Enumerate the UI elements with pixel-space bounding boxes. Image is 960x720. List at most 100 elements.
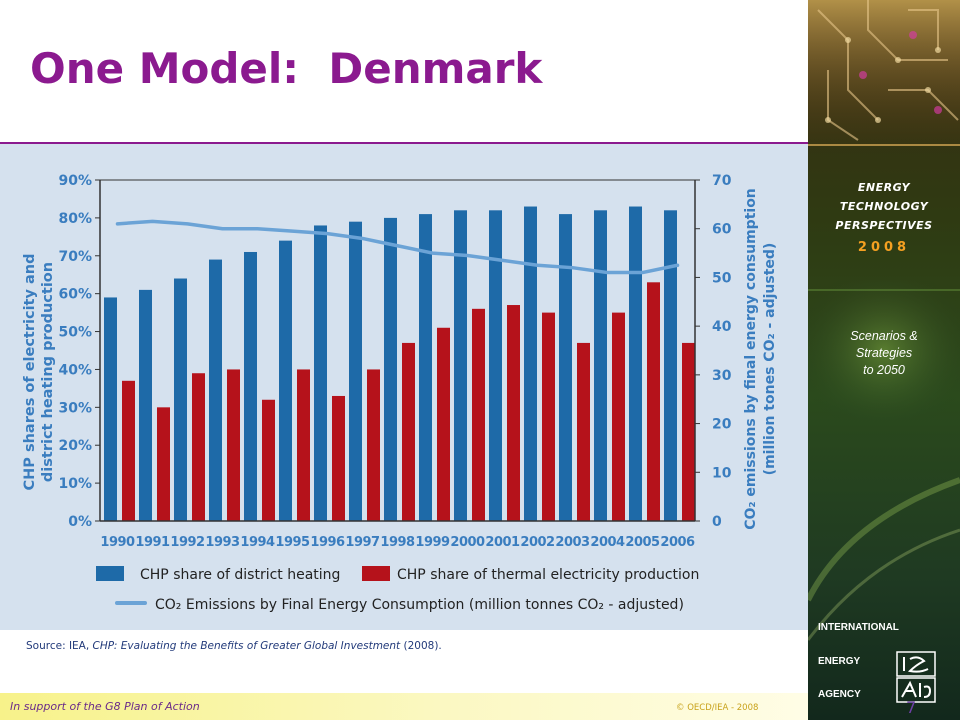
x-tick-1995: 1995	[275, 535, 310, 550]
bar-thermal-electricity-1999	[437, 327, 450, 521]
sidebar-line3: PERSPECTIVES	[835, 219, 933, 232]
bar-district-heating-2000	[454, 210, 467, 522]
x-tick-2005: 2005	[625, 535, 660, 550]
bar-district-heating-2002	[524, 206, 537, 521]
x-tick-2000: 2000	[450, 535, 485, 550]
page-number: 7	[906, 698, 917, 717]
left-tick-label: 20%	[58, 438, 92, 454]
sidebar: ENERGY TECHNOLOGY PERSPECTIVES 2008 Scen…	[808, 0, 960, 720]
bar-thermal-electricity-2006	[682, 342, 695, 521]
x-tick-2006: 2006	[660, 535, 695, 550]
sidebar-scen3: to 2050	[863, 363, 905, 377]
left-tick-label: 70%	[58, 249, 92, 265]
slide-title: One Model: Denmark	[30, 44, 543, 93]
tick-labels-group: 1990 1991 1992 1993 1994 1995 1996 1997 1998 1999…	[58, 173, 731, 550]
legend-label-emissions: CO₂ Emissions by Final Energy Consumptio…	[155, 597, 684, 613]
bars-group	[104, 206, 695, 522]
x-tick-1991: 1991	[135, 535, 170, 550]
bar-thermal-electricity-1998	[402, 342, 415, 521]
x-tick-1999: 1999	[415, 535, 450, 550]
bar-thermal-electricity-1996	[332, 395, 345, 521]
x-tick-1993: 1993	[205, 535, 240, 550]
legend-swatch-district-heating	[96, 566, 124, 581]
left-tick-label: 0%	[68, 514, 92, 530]
bar-district-heating-2003	[559, 214, 572, 521]
left-tick-label: 80%	[58, 211, 92, 227]
chart-panel: 1990 1991 1992 1993 1994 1995 1996 1997 1998 1999…	[0, 144, 808, 630]
bar-district-heating-1990	[104, 297, 117, 521]
bar-district-heating-1995	[279, 240, 292, 521]
bar-thermal-electricity-2004	[612, 312, 625, 521]
right-tick-label: 30	[712, 368, 732, 384]
left-axis-label-line1: CHP shares of electricity and	[22, 254, 38, 491]
bar-district-heating-2004	[594, 210, 607, 522]
right-tick-label: 60	[712, 222, 732, 238]
bar-thermal-electricity-2001	[507, 305, 520, 521]
bar-thermal-electricity-1994	[262, 399, 275, 521]
bar-district-heating-1993	[209, 259, 222, 521]
bar-thermal-electricity-1995	[297, 369, 310, 521]
axes-group	[95, 179, 700, 522]
sidebar-line1: ENERGY	[857, 181, 911, 194]
iea-logo	[896, 651, 936, 703]
source-citation: Source: IEA, CHP: Evaluating the Benefit…	[26, 640, 442, 652]
sidebar-subtitle: Scenarios & Strategies to 2050	[808, 328, 960, 379]
left-tick-label: 30%	[58, 400, 92, 416]
left-axis-label-line2: district heating production	[40, 262, 56, 482]
emissions-line	[115, 219, 680, 275]
bar-thermal-electricity-1993	[227, 369, 240, 521]
bar-district-heating-2001	[489, 210, 502, 522]
sidebar-publication-title: ENERGY TECHNOLOGY PERSPECTIVES	[808, 178, 960, 235]
right-axis-label-line2: (million tones CO₂ - adjusted)	[762, 243, 778, 476]
x-tick-2001: 2001	[485, 535, 520, 550]
right-tick-label: 70	[712, 173, 732, 189]
left-tick-label: 90%	[58, 173, 92, 189]
bar-district-heating-2006	[664, 210, 677, 522]
source-title: CHP: Evaluating the Benefits of Greater …	[92, 640, 401, 652]
bar-thermal-electricity-1990	[122, 380, 135, 521]
sidebar-scen1: Scenarios &	[850, 329, 918, 343]
sidebar-line2: TECHNOLOGY	[839, 200, 929, 213]
bar-district-heating-1996	[314, 225, 327, 521]
circuit-board-decoration	[808, 0, 960, 641]
bar-district-heating-1994	[244, 251, 257, 521]
right-tick-label: 20	[712, 417, 732, 433]
bar-district-heating-1991	[139, 289, 152, 521]
x-tick-1994: 1994	[240, 535, 275, 550]
bar-district-heating-1992	[174, 278, 187, 521]
bar-thermal-electricity-2005	[647, 282, 660, 521]
right-axis-label-line1: CO₂ emissions by final energy consumptio…	[743, 188, 759, 530]
bar-district-heating-1999	[419, 214, 432, 521]
chp-chart: 1990 1991 1992 1993 1994 1995 1996 1997 1998 1999…	[22, 173, 778, 613]
source-suffix: (2008).	[400, 640, 442, 652]
right-tick-label: 40	[712, 319, 732, 335]
x-tick-1990: 1990	[100, 535, 135, 550]
x-tick-2003: 2003	[555, 535, 590, 550]
right-tick-label: 0	[712, 514, 722, 530]
legend-swatch-thermal-electricity	[362, 566, 390, 581]
bar-thermal-electricity-1991	[157, 407, 170, 521]
bar-thermal-electricity-2003	[577, 342, 590, 521]
bar-district-heating-2005	[629, 206, 642, 521]
x-tick-2002: 2002	[520, 535, 554, 550]
x-tick-1996: 1996	[310, 535, 345, 550]
x-tick-2004: 2004	[590, 535, 625, 550]
x-tick-1992: 1992	[170, 535, 204, 550]
right-tick-label: 10	[712, 465, 732, 481]
left-tick-label: 50%	[58, 325, 92, 341]
sidebar-scen2: Strategies	[855, 346, 913, 360]
bar-district-heating-1997	[349, 221, 362, 521]
sidebar-iea-line2: ENERGY	[818, 656, 861, 667]
source-prefix: Source: IEA,	[26, 640, 93, 652]
x-tick-1997: 1997	[345, 535, 380, 550]
bar-district-heating-1998	[384, 217, 397, 521]
footer-copyright: © OECD/IEA - 2008	[676, 703, 759, 713]
sidebar-year: 2008	[857, 240, 911, 255]
bar-thermal-electricity-2000	[472, 308, 485, 521]
left-tick-label: 60%	[58, 287, 92, 303]
footer-tagline: In support of the G8 Plan of Action	[10, 700, 200, 713]
left-tick-label: 40%	[58, 362, 92, 378]
emissions-line-group	[115, 219, 680, 275]
left-tick-label: 10%	[58, 476, 92, 492]
x-tick-1998: 1998	[380, 535, 415, 550]
